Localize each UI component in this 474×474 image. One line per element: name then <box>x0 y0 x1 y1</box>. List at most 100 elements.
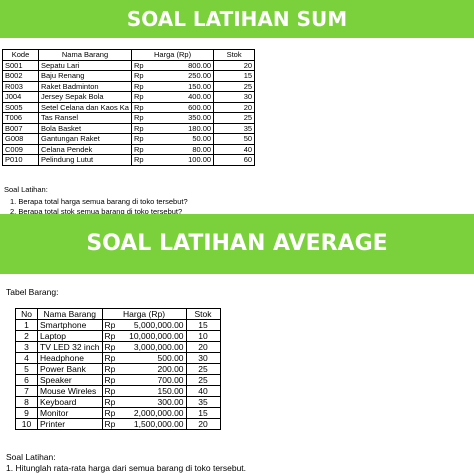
cell-kode: J004 <box>2 91 39 103</box>
average-questions-title: Soal Latihan: <box>6 452 56 462</box>
header-stok: Stok <box>213 49 256 61</box>
cell-nama-barang: Setel Celana dan Kaos Ka <box>38 101 132 113</box>
cell-harga: 800.00 <box>145 59 215 71</box>
cell-nama-barang: Celana Pendek <box>38 143 132 155</box>
cell-currency: Rp <box>101 330 119 342</box>
cell-nama-barang: Mouse Wireles <box>37 385 103 397</box>
table-row: 7 Mouse Wireles Rp 150.00 40 <box>15 385 221 397</box>
cell-nama-barang: Tas Ransel <box>38 112 132 124</box>
table-row: S001 Sepatu Lari Rp 800.00 20 <box>2 59 256 71</box>
cell-harga: 700.00 <box>118 374 187 386</box>
cell-nama-barang: Bola Basket <box>38 122 132 134</box>
sum-title-banner: SOAL LATIHAN SUM <box>0 0 474 38</box>
table-row: C009 Celana Pendek Rp 80.00 40 <box>2 143 256 155</box>
header-harga: Harga (Rp) <box>130 49 215 61</box>
cell-harga: 600.00 <box>145 101 215 113</box>
cell-harga: 300.00 <box>118 396 187 408</box>
cell-no: 3 <box>15 341 38 353</box>
average-product-table: No Nama Barang Harga (Rp) Stok 1 Smartpho… <box>15 308 221 430</box>
cell-nama-barang: Pelindung Lutut <box>38 154 132 166</box>
table-header-row: Kode Nama Barang Harga (Rp) Stok <box>2 49 256 61</box>
cell-stok: 60 <box>213 154 256 166</box>
table-row: 5 Power Bank Rp 200.00 25 <box>15 363 221 375</box>
cell-no: 6 <box>15 374 38 386</box>
cell-currency: Rp <box>101 418 119 430</box>
header-harga: Harga (Rp) <box>101 308 187 320</box>
header-stok: Stok <box>185 308 221 320</box>
cell-no: 5 <box>15 363 38 375</box>
cell-stok: 25 <box>213 112 256 124</box>
cell-harga: 400.00 <box>145 91 215 103</box>
cell-nama-barang: Gantungan Raket <box>38 133 132 145</box>
table-row: B007 Bola Basket Rp 180.00 35 <box>2 122 256 134</box>
cell-nama-barang: Jersey Sepak Bola <box>38 91 132 103</box>
table-row: 4 Headphone Rp 500.00 30 <box>15 352 221 364</box>
sum-questions-list: 1. Berapa total harga semua barang di to… <box>10 197 188 217</box>
cell-currency: Rp <box>130 112 146 124</box>
table-label: Tabel Barang: <box>6 287 59 297</box>
list-item: 1. Hitunglah rata-rata harga dari semua … <box>6 463 247 473</box>
cell-harga: 150.00 <box>118 385 187 397</box>
cell-nama-barang: TV LED 32 inch <box>37 341 103 353</box>
cell-kode: S001 <box>2 59 39 71</box>
cell-nama-barang: Headphone <box>37 352 103 364</box>
cell-no: 10 <box>15 418 38 430</box>
cell-currency: Rp <box>130 91 146 103</box>
list-item: 2. Berapa total stok semua barang di tok… <box>10 207 183 216</box>
cell-harga: 1,500,000.00 <box>118 418 187 430</box>
cell-nama-barang: Power Bank <box>37 363 103 375</box>
cell-stok: 30 <box>185 352 221 364</box>
cell-kode: B002 <box>2 70 39 82</box>
cell-currency: Rp <box>130 70 146 82</box>
cell-currency: Rp <box>101 352 119 364</box>
table-header-row: No Nama Barang Harga (Rp) Stok <box>15 308 221 320</box>
table-row: 8 Keyboard Rp 300.00 35 <box>15 396 221 408</box>
table-row: 9 Monitor Rp 2,000,000.00 15 <box>15 407 221 419</box>
cell-stok: 10 <box>185 330 221 342</box>
cell-currency: Rp <box>130 80 146 92</box>
cell-harga: 5,000,000.00 <box>118 319 187 331</box>
cell-no: 1 <box>15 319 38 331</box>
cell-currency: Rp <box>101 396 119 408</box>
sum-product-table: Kode Nama Barang Harga (Rp) Stok S001 Sep… <box>2 49 256 166</box>
cell-harga: 2,000,000.00 <box>118 407 187 419</box>
cell-nama-barang: Printer <box>37 418 103 430</box>
cell-nama-barang: Sepatu Lari <box>38 59 132 71</box>
cell-currency: Rp <box>130 133 146 145</box>
cell-stok: 25 <box>185 363 221 375</box>
cell-stok: 15 <box>185 407 221 419</box>
header-kode: Kode <box>2 49 39 61</box>
average-questions-list: 1. Hitunglah rata-rata harga dari semua … <box>6 463 246 473</box>
table-row: S005 Setel Celana dan Kaos Ka Rp 600.00 20 <box>2 101 256 113</box>
cell-nama-barang: Baju Renang <box>38 70 132 82</box>
table-row: 3 TV LED 32 inch Rp 3,000,000.00 20 <box>15 341 221 353</box>
cell-stok: 15 <box>185 319 221 331</box>
cell-nama-barang: Raket Badminton <box>38 80 132 92</box>
cell-kode: P010 <box>2 154 39 166</box>
table-row: 1 Smartphone Rp 5,000,000.00 15 <box>15 319 221 331</box>
cell-stok: 50 <box>213 133 256 145</box>
list-item: 1. Berapa total harga semua barang di to… <box>10 197 188 206</box>
cell-currency: Rp <box>101 363 119 375</box>
cell-kode: C009 <box>2 143 39 155</box>
cell-kode: R003 <box>2 80 39 92</box>
cell-stok: 30 <box>213 91 256 103</box>
cell-harga: 100.00 <box>145 154 215 166</box>
cell-stok: 20 <box>213 101 256 113</box>
cell-currency: Rp <box>101 319 119 331</box>
cell-stok: 40 <box>213 143 256 155</box>
cell-no: 4 <box>15 352 38 364</box>
cell-currency: Rp <box>101 341 119 353</box>
cell-no: 9 <box>15 407 38 419</box>
cell-harga: 150.00 <box>145 80 215 92</box>
table-row: B002 Baju Renang Rp 250.00 15 <box>2 70 256 82</box>
header-no: No <box>15 308 38 320</box>
cell-kode: T006 <box>2 112 39 124</box>
cell-kode: G008 <box>2 133 39 145</box>
cell-stok: 20 <box>185 418 221 430</box>
cell-currency: Rp <box>101 385 119 397</box>
cell-currency: Rp <box>101 407 119 419</box>
cell-nama-barang: Speaker <box>37 374 103 386</box>
cell-harga: 10,000,000.00 <box>118 330 187 342</box>
cell-kode: S005 <box>2 101 39 113</box>
